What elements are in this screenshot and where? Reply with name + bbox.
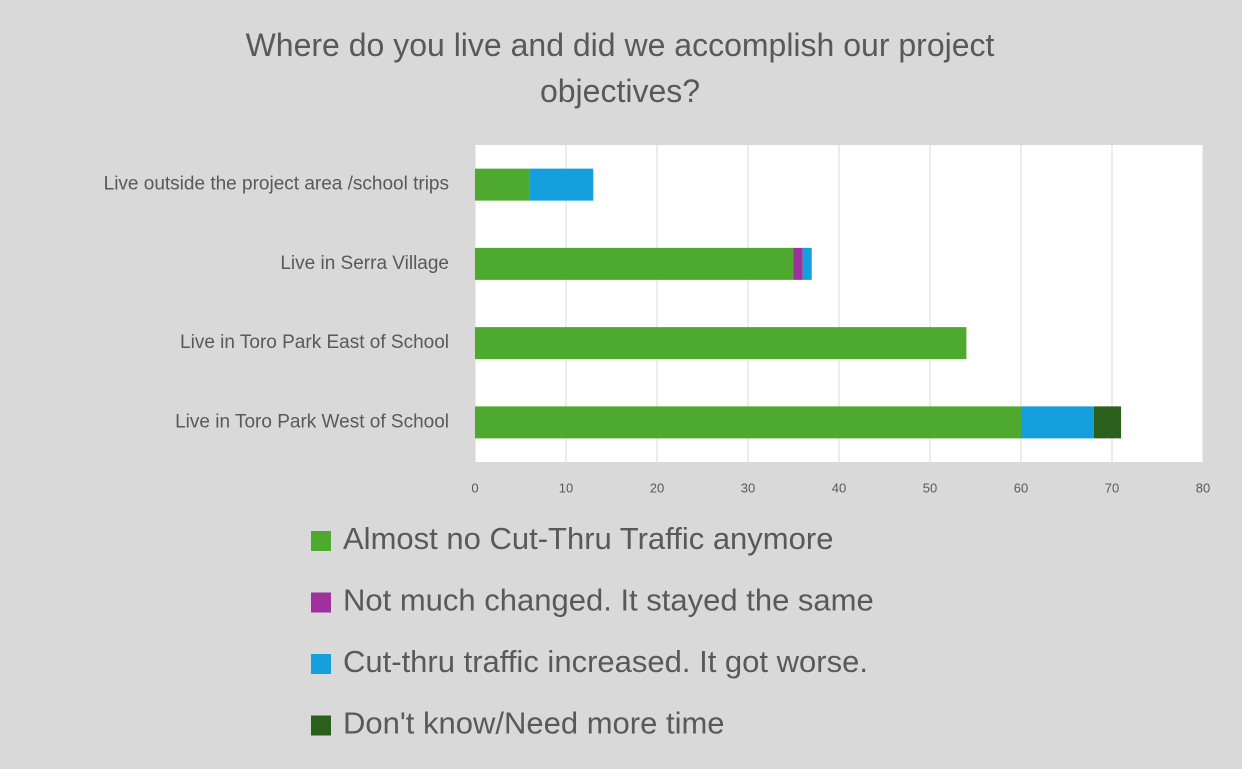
legend-label: Not much changed. It stayed the same [343, 583, 874, 618]
bar-segment [802, 247, 812, 280]
legend-swatch [311, 592, 331, 613]
legend-label: Cut-thru traffic increased. It got worse… [343, 644, 868, 679]
bar-segment [475, 406, 1021, 439]
bar-segment [475, 168, 530, 201]
legend-label: Almost no Cut-Thru Traffic anymore [343, 521, 833, 556]
x-tick-label: 20 [650, 480, 664, 495]
x-tick-label: 0 [471, 480, 478, 495]
legend-swatch [311, 715, 331, 736]
x-tick-label: 40 [832, 480, 846, 495]
bar-segment [529, 168, 594, 201]
x-tick-label: 50 [923, 480, 937, 495]
legend-label: Don't know/Need more time [343, 706, 725, 741]
y-tick-label: Live in Toro Park East of School [180, 332, 449, 353]
y-tick-label: Live outside the project area /school tr… [104, 174, 449, 195]
x-tick-label: 10 [559, 480, 573, 495]
chart-title: Where do you live and did we accomplish … [245, 27, 995, 109]
bar-segment [1021, 406, 1094, 439]
x-tick-label: 80 [1196, 480, 1210, 495]
bar-segment [475, 247, 794, 280]
bar-segment [793, 247, 803, 280]
legend-swatch [311, 531, 331, 551]
bar-segment [475, 327, 967, 360]
x-tick-label: 30 [741, 480, 755, 495]
legend-swatch [311, 654, 331, 674]
bar-segment [1093, 406, 1122, 439]
x-tick-label: 60 [1014, 480, 1028, 495]
y-tick-label: Live in Serra Village [280, 253, 449, 274]
x-tick-label: 70 [1105, 480, 1119, 495]
y-tick-label: Live in Toro Park West of School [175, 411, 449, 432]
